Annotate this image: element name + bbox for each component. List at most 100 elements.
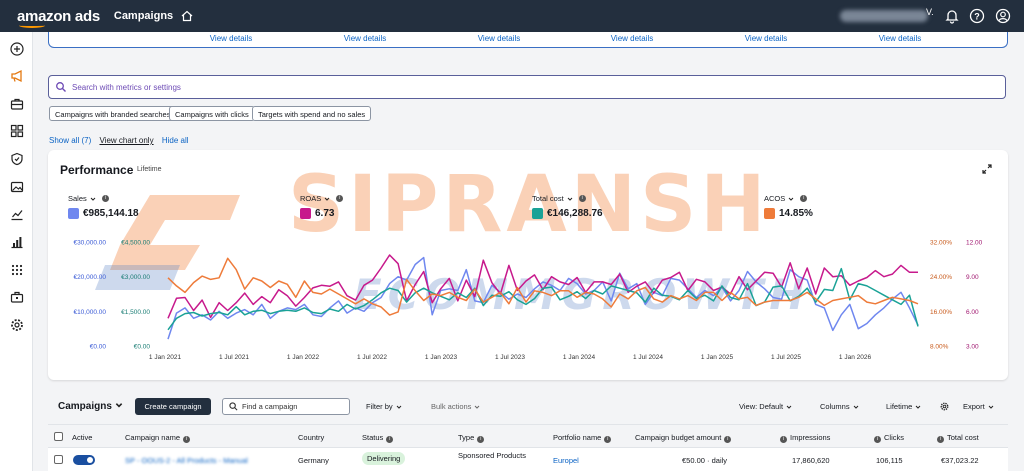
info-icon[interactable]: i xyxy=(724,436,732,443)
metric-value: 14.85% xyxy=(779,208,813,219)
select-all-checkbox[interactable] xyxy=(54,432,63,441)
create-campaign-button[interactable]: Create campaign xyxy=(135,398,211,415)
range-label: Lifetime xyxy=(886,402,913,411)
header-text: Campaign budget amount xyxy=(635,433,722,442)
briefcase-icon[interactable] xyxy=(10,97,24,111)
chip-spend-no-sales[interactable]: Targets with spend and no sales xyxy=(252,106,372,121)
view-details-link[interactable]: View details xyxy=(610,34,654,43)
header-clicks[interactable]: i Clicks xyxy=(874,433,904,443)
view-details-link[interactable]: View details xyxy=(477,34,521,43)
chevron-down-icon[interactable] xyxy=(567,196,573,202)
chevron-down-icon xyxy=(988,405,994,409)
info-icon[interactable]: i xyxy=(937,436,944,443)
header-portfolio[interactable]: Portfolio name i xyxy=(553,433,612,443)
acos-swatch[interactable] xyxy=(764,208,775,219)
view-details-link[interactable]: View details xyxy=(744,34,788,43)
show-all-link[interactable]: Show all (7) xyxy=(49,136,92,145)
metric-acos[interactable]: ACOS i 14.85% xyxy=(764,194,813,219)
view-details-link[interactable]: View details xyxy=(209,34,253,43)
performance-line-chart[interactable]: €30,000.00 €4,500.00 32.00% 12.00 €20,000.00… xyxy=(48,150,1008,380)
image-icon[interactable] xyxy=(10,180,24,194)
roas-swatch[interactable] xyxy=(300,208,311,219)
info-icon[interactable]: i xyxy=(477,436,485,443)
chip-branded-searches[interactable]: Campaigns with branded searches xyxy=(49,106,177,121)
info-icon[interactable]: i xyxy=(101,195,109,202)
campaigns-heading-text: Campaigns xyxy=(58,401,112,412)
account-name-blurred[interactable] xyxy=(840,10,928,22)
expand-icon[interactable] xyxy=(982,164,992,174)
shield-icon[interactable] xyxy=(10,152,24,166)
metric-roas[interactable]: ROAS i 6.73 xyxy=(300,194,344,219)
bar-chart-icon[interactable] xyxy=(10,235,24,249)
active-toggle[interactable] xyxy=(73,455,95,465)
export-dropdown[interactable]: Export xyxy=(963,402,994,411)
help-icon[interactable]: ? xyxy=(969,8,985,24)
x-tick-label: 1 Jul 2022 xyxy=(357,354,387,361)
view-dropdown[interactable]: View: Default xyxy=(739,402,792,411)
chevron-down-icon[interactable] xyxy=(788,196,794,202)
settings-gear-icon[interactable] xyxy=(10,318,24,332)
row-impressions: 17,860,620 xyxy=(792,456,830,465)
chevron-down-icon[interactable] xyxy=(115,401,123,409)
info-icon[interactable]: i xyxy=(336,195,344,202)
grid-icon[interactable] xyxy=(10,124,24,138)
header-budget[interactable]: Campaign budget amount i xyxy=(635,433,732,443)
filter-by-dropdown[interactable]: Filter by xyxy=(366,402,402,411)
header-country[interactable]: Country xyxy=(298,433,325,442)
header-active[interactable]: Active xyxy=(72,433,93,442)
metric-sales[interactable]: Sales i €985,144.18 xyxy=(68,194,139,219)
header-impressions[interactable]: i Impressions xyxy=(780,433,830,443)
amazon-ads-logo[interactable]: amazon ads xyxy=(17,8,100,28)
info-icon[interactable]: i xyxy=(874,436,881,443)
view-chart-only-link[interactable]: View chart only xyxy=(99,136,154,145)
user-icon[interactable] xyxy=(995,8,1011,24)
bulk-actions-dropdown[interactable]: Bulk actions xyxy=(431,402,480,411)
megaphone-icon[interactable] xyxy=(10,69,24,83)
x-tick-label: 1 Jul 2021 xyxy=(219,354,249,361)
portfolio-link[interactable]: Europel xyxy=(553,456,579,465)
table-settings-gear-icon[interactable] xyxy=(940,402,949,411)
campaign-name-link[interactable]: SP - OOUS-2 - All Products - Manual xyxy=(125,456,248,465)
info-icon[interactable]: i xyxy=(780,436,787,443)
x-tick-label: 1 Jul 2024 xyxy=(633,354,663,361)
row-country: Germany xyxy=(298,456,329,465)
bell-icon[interactable] xyxy=(944,8,960,24)
header-status[interactable]: Status i xyxy=(362,433,394,443)
info-icon[interactable]: i xyxy=(386,436,394,443)
plus-circle-icon[interactable] xyxy=(10,42,24,56)
view-details-link[interactable]: View details xyxy=(878,34,922,43)
header-type[interactable]: Type i xyxy=(458,433,485,443)
info-icon[interactable]: i xyxy=(578,195,586,202)
account-suffix: V. xyxy=(926,7,934,17)
header-total-cost[interactable]: i Total cost xyxy=(937,433,979,443)
sales-swatch[interactable] xyxy=(68,208,79,219)
date-range-dropdown[interactable]: Lifetime xyxy=(886,402,921,411)
header-campaign-name[interactable]: Campaign name i xyxy=(125,433,191,443)
find-campaign-input[interactable]: Find a campaign xyxy=(222,398,350,415)
chart-view-links: Show all (7) View chart only Hide all xyxy=(49,136,195,145)
view-details-link[interactable]: View details xyxy=(343,34,387,43)
metric-cards-strip: View details View details View details V… xyxy=(48,32,1008,48)
apps-dots-icon[interactable] xyxy=(10,263,24,277)
total-cost-swatch[interactable] xyxy=(532,208,543,219)
columns-dropdown[interactable]: Columns xyxy=(820,402,859,411)
row-budget[interactable]: €50.00 · daily xyxy=(682,456,728,465)
info-icon[interactable]: i xyxy=(800,195,808,202)
hide-all-link[interactable]: Hide all xyxy=(161,136,189,145)
chevron-down-icon[interactable] xyxy=(90,196,96,202)
chip-with-clicks[interactable]: Campaigns with clicks xyxy=(169,106,255,121)
row-checkbox[interactable] xyxy=(54,455,63,464)
chevron-down-icon[interactable] xyxy=(324,196,330,202)
info-icon[interactable]: i xyxy=(604,436,612,443)
home-icon[interactable] xyxy=(181,10,193,22)
toolbox-icon[interactable] xyxy=(10,290,24,304)
metric-total-cost[interactable]: Total cost i €146,288.76 xyxy=(532,194,603,219)
x-tick-label: 1 Jan 2023 xyxy=(425,354,458,361)
metrics-search-input[interactable]: Search with metrics or settings xyxy=(48,75,1006,99)
info-icon[interactable]: i xyxy=(183,436,191,443)
trend-icon[interactable] xyxy=(10,207,24,221)
header-text: Status xyxy=(362,433,384,442)
y-tick-label-cost: €3,000.00 xyxy=(121,274,150,281)
campaigns-heading[interactable]: Campaigns xyxy=(58,401,123,412)
table-row[interactable]: SP - OOUS-2 - All Products - Manual Germ… xyxy=(48,448,1008,471)
